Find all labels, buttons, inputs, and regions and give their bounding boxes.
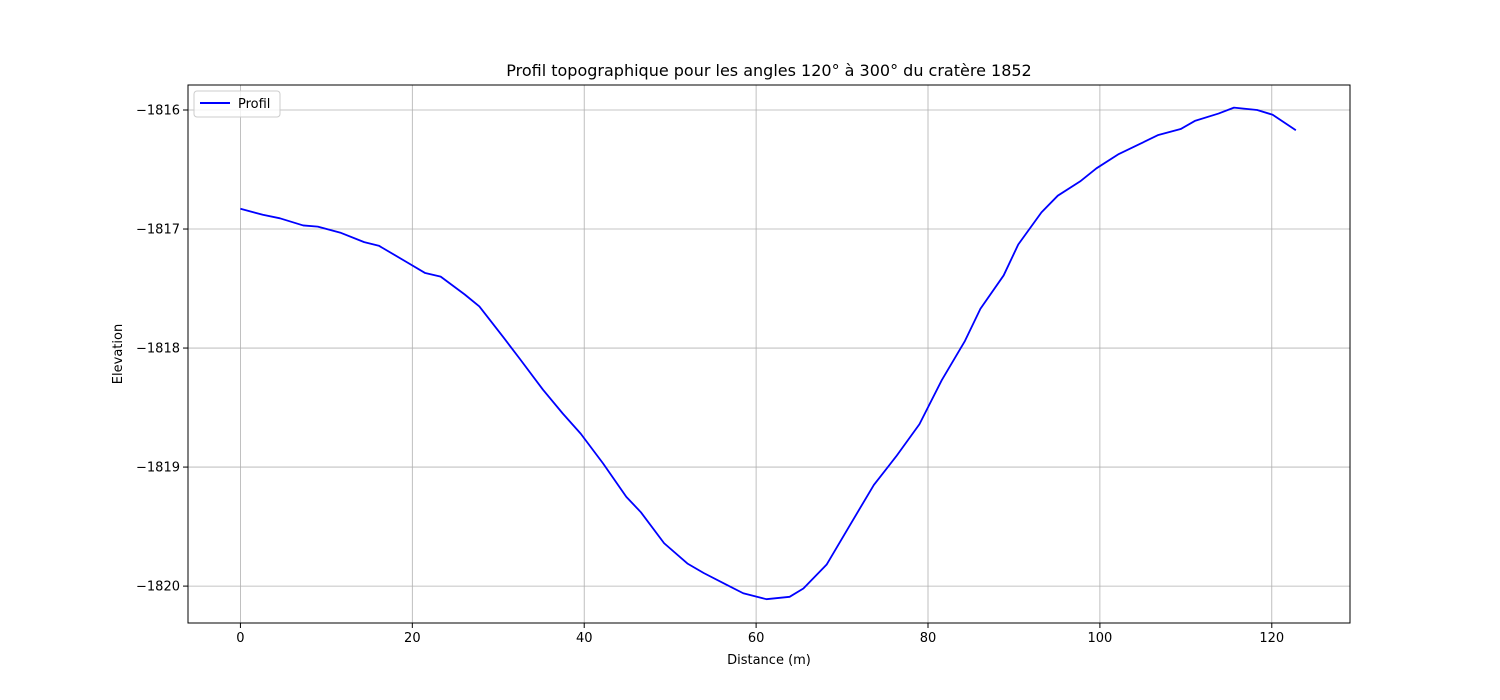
x-tick-label: 80 [920,631,937,646]
legend: Profil [193,90,281,118]
y-tick-label: −1817 [136,223,180,238]
y-tick-label: −1818 [136,342,180,357]
y-tick-label: −1819 [136,461,180,476]
x-tick-label: 0 [236,631,244,646]
x-tick-label: 20 [404,631,421,646]
legend-entry-profil: Profil [238,97,270,112]
y-axis-label: Elevation [111,324,126,384]
grid [188,85,1350,623]
x-axis-label: Distance (m) [727,653,811,668]
y-tick-label: −1816 [136,103,180,118]
x-tick-label: 120 [1259,631,1284,646]
x-tick-label: 100 [1087,631,1112,646]
x-axis: 0 20 40 60 80 100 120 [236,623,1284,646]
chart-title: Profil topographique pour les angles 120… [506,61,1031,80]
series-layer [240,106,1297,601]
x-tick-label: 40 [576,631,593,646]
series-line-profil [240,106,1297,601]
y-tick-label: −1820 [136,580,180,595]
legend-box [193,90,281,118]
plot-frame [187,84,1351,624]
x-tick-label: 60 [748,631,765,646]
y-axis: −1820 −1819 −1818 −1817 −1816 [136,103,188,595]
